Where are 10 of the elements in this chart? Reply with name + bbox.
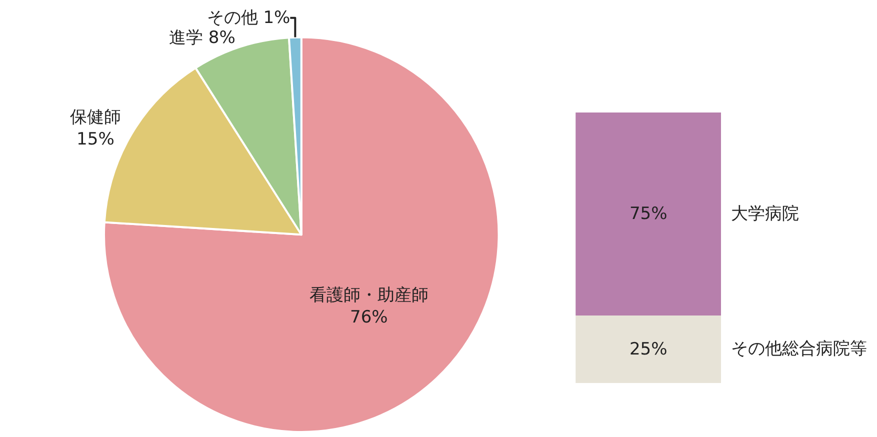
slice-label: 保健師 [70,108,121,128]
series-label: その他総合病院等 [731,339,867,359]
slice-label: 看護師・助産師 [309,286,428,306]
slice-label: その他 1% [206,8,290,28]
data-label: 15% [76,130,114,150]
data-label: 75% [629,204,668,224]
series-label: 大学病院 [731,204,799,224]
data-label: 25% [629,339,668,360]
slice-label: 進学 8% [169,28,236,48]
data-label: 76% [350,308,388,328]
